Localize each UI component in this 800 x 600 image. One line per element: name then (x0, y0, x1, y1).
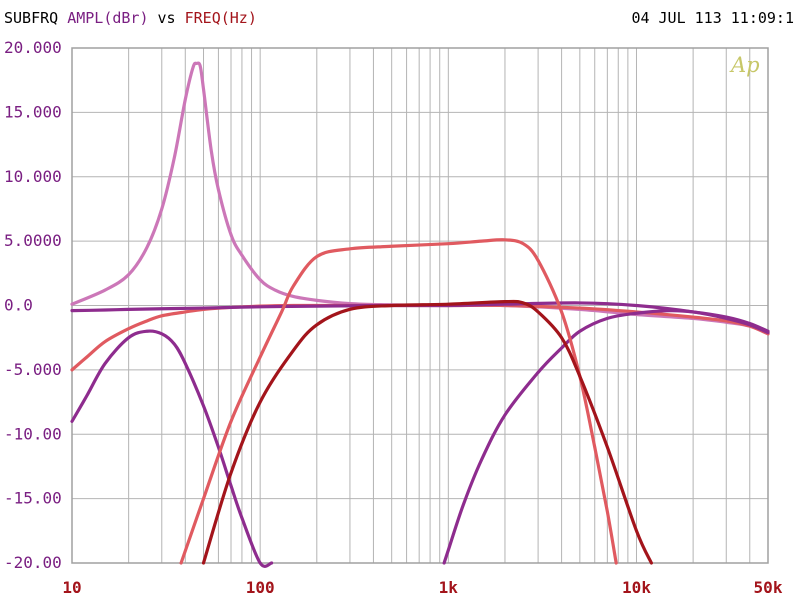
ap-logo: Ap (729, 53, 760, 77)
y-tick-label: -5.000 (4, 360, 62, 379)
series-group (70, 61, 770, 568)
series-line (442, 309, 770, 565)
header-x-label: FREQ(Hz) (184, 9, 257, 27)
x-tick-label: 50k (754, 578, 783, 597)
header-prefix: SUBFRQ (4, 9, 59, 27)
x-tick-label: 1k (439, 578, 459, 597)
series-line (70, 303, 770, 372)
series-line (201, 299, 653, 565)
series-line (70, 61, 770, 336)
x-axis-ticks: 10 100 1k 10k 50k (62, 578, 782, 597)
y-tick-label: -15.00 (4, 489, 62, 508)
header-title: SUBFRQ AMPL(dBr) vs FREQ(Hz) (4, 6, 257, 30)
header-timestamp: 04 JUL 113 11:09:1 (631, 9, 794, 27)
x-tick-label: 100 (246, 578, 275, 597)
chart-header: SUBFRQ AMPL(dBr) vs FREQ(Hz) 04 JUL 113 … (4, 6, 794, 30)
y-tick-label: -20.00 (4, 553, 62, 572)
series-line (179, 238, 618, 565)
x-tick-label: 10 (62, 578, 81, 597)
y-tick-label: 15.000 (4, 102, 62, 121)
series-line (70, 329, 274, 568)
header-y-label: AMPL(dBr) (67, 9, 149, 27)
y-tick-label: 5.0000 (4, 231, 62, 250)
y-tick-label: 0.0 (4, 296, 33, 315)
y-axis-ticks: 20.000 15.000 10.000 5.0000 0.0 -5.000 -10.00 -… (4, 38, 62, 572)
x-tick-label: 10k (622, 578, 651, 597)
header-vs: vs (157, 9, 176, 27)
y-tick-label: 10.000 (4, 167, 62, 186)
y-tick-label: 20.000 (4, 38, 62, 57)
y-tick-label: -10.00 (4, 424, 62, 443)
